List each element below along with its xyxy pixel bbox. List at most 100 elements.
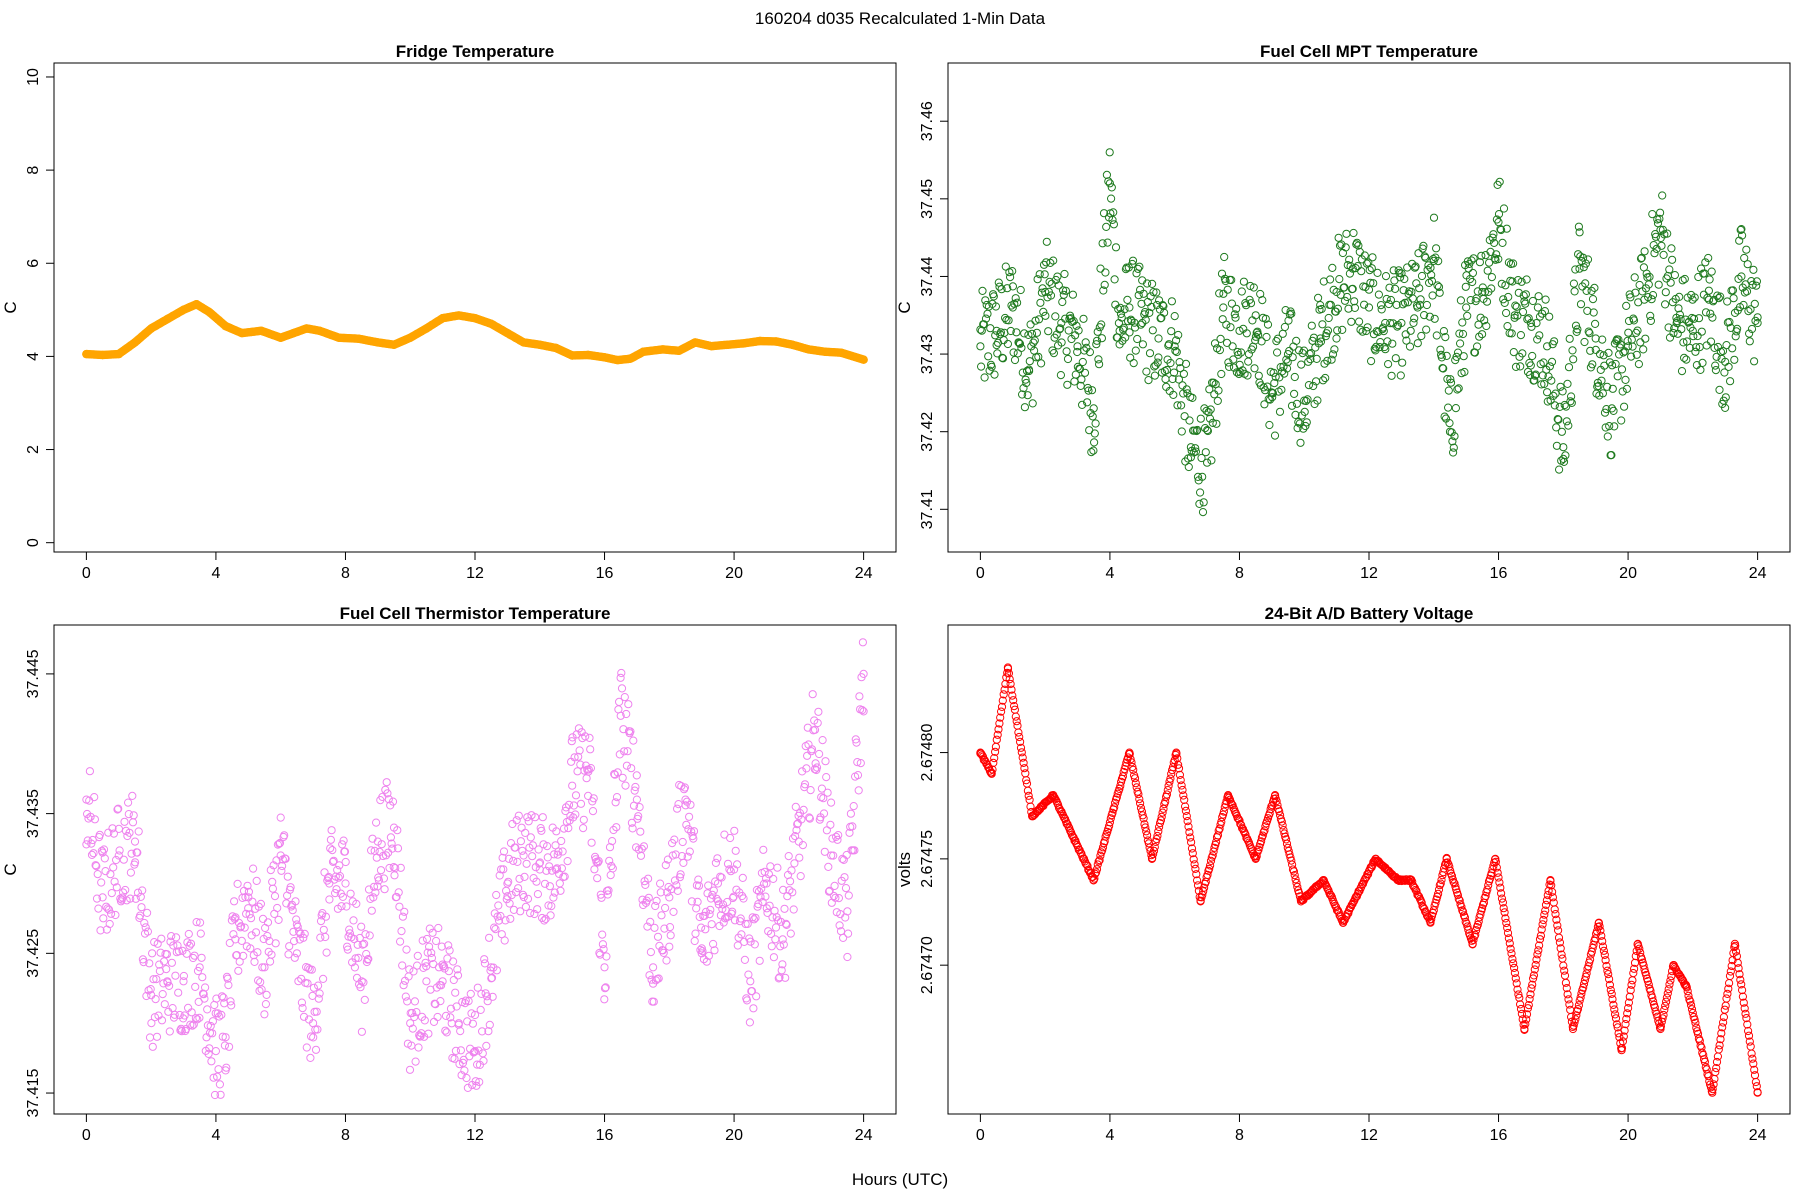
data-point (1562, 417, 1571, 426)
data-point (1662, 993, 1672, 1002)
data-point (1621, 375, 1630, 384)
data-point (1472, 926, 1481, 935)
data-point (1374, 290, 1384, 299)
data-point (1175, 770, 1185, 780)
data-point (663, 855, 673, 864)
data-point (1490, 238, 1499, 247)
data-point (349, 916, 358, 925)
data-point (427, 948, 436, 958)
data-point (1537, 380, 1546, 389)
data-point (1384, 299, 1393, 309)
data-point (1376, 338, 1385, 347)
data-point (162, 965, 171, 974)
data-point (1687, 1005, 1697, 1014)
data-point (1512, 979, 1521, 988)
data-point (257, 326, 266, 335)
data-point (1029, 338, 1038, 347)
data-point (997, 702, 1007, 712)
data-point (1024, 330, 1033, 339)
data-point (1634, 360, 1644, 369)
data-point (1629, 969, 1638, 978)
data-point (515, 874, 524, 883)
data-point (1470, 932, 1479, 941)
data-point (1494, 218, 1503, 227)
data-point (1677, 367, 1687, 376)
data-point (1595, 922, 1604, 931)
data-point (1737, 980, 1746, 989)
data-point (493, 912, 502, 921)
data-point (1299, 424, 1308, 433)
data-point (746, 937, 755, 946)
data-point (1602, 961, 1611, 971)
data-point (1478, 283, 1487, 292)
data-point (425, 924, 434, 933)
data-point (557, 836, 566, 846)
data-point (1494, 210, 1504, 219)
data-point (1449, 443, 1458, 452)
data-point (684, 825, 693, 834)
data-point (848, 822, 857, 831)
data-point (1184, 462, 1193, 472)
data-point (1753, 313, 1762, 322)
data-point (204, 1049, 213, 1059)
data-point (436, 997, 445, 1006)
data-point (196, 929, 205, 938)
data-point (1105, 179, 1115, 188)
data-point (1574, 222, 1584, 231)
data-point (1320, 359, 1329, 368)
data-point (1753, 1088, 1762, 1097)
data-point (1028, 812, 1037, 821)
data-point (736, 914, 745, 923)
data-point (854, 786, 863, 795)
data-point (844, 891, 853, 900)
data-point (1534, 292, 1543, 301)
data-point (397, 927, 406, 936)
data-point (1459, 352, 1468, 361)
data-point (1191, 444, 1200, 453)
data-point (1199, 498, 1208, 507)
data-point (564, 824, 573, 833)
data-point (1138, 811, 1147, 820)
data-point (114, 349, 124, 359)
data-point (1630, 964, 1639, 973)
data-point (500, 936, 509, 945)
data-point (1333, 326, 1342, 335)
data-point (1135, 795, 1144, 804)
data-point (990, 370, 999, 379)
data-point (856, 759, 865, 768)
data-point (1458, 318, 1467, 327)
data-point (1550, 337, 1559, 346)
data-point (1461, 917, 1470, 926)
data-point (1150, 371, 1160, 380)
data-point (150, 1013, 159, 1022)
data-point (1709, 1080, 1718, 1089)
data-point (1551, 389, 1560, 398)
data-point (1471, 930, 1480, 940)
data-point (1181, 802, 1190, 811)
data-point (1314, 339, 1323, 348)
data-point (1432, 244, 1441, 253)
data-point (1446, 375, 1455, 384)
data-point (1292, 878, 1301, 888)
data-point (215, 1012, 224, 1021)
data-point (501, 916, 510, 925)
data-point (1020, 403, 1030, 412)
data-point (1382, 294, 1391, 304)
data-point (1140, 308, 1150, 317)
data-point (593, 858, 603, 867)
x-tick-label: 16 (1490, 1127, 1508, 1144)
data-point (1099, 209, 1109, 218)
data-point (1192, 426, 1201, 436)
data-point (380, 885, 389, 894)
data-point (1640, 247, 1649, 256)
data-point (1744, 1031, 1754, 1040)
data-point (678, 837, 687, 847)
data-point (1338, 248, 1348, 258)
data-point (171, 971, 180, 980)
data-point (130, 837, 140, 846)
data-point (1256, 289, 1265, 299)
data-point (494, 916, 504, 925)
data-point (1509, 259, 1518, 268)
data-point (1725, 971, 1735, 981)
